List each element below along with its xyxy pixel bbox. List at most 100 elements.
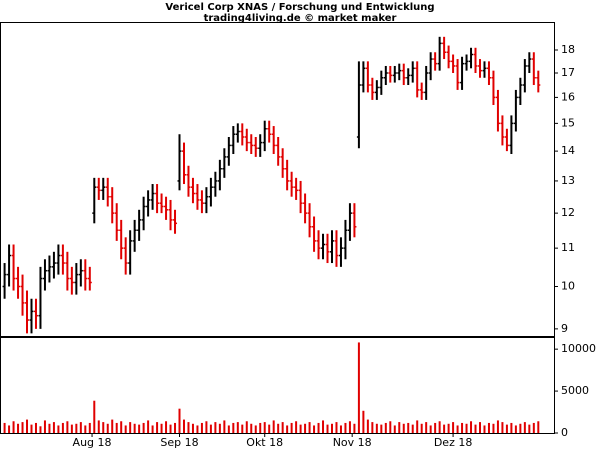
volume-bar <box>532 422 535 433</box>
volume-bar <box>519 423 522 433</box>
volume-bar <box>452 422 455 433</box>
volume-bar <box>295 421 298 433</box>
chart-title: Vericel Corp XNAS / Forschung und Entwic… <box>165 2 434 13</box>
volume-bar <box>411 424 414 433</box>
volume-bar <box>70 424 73 433</box>
volume-bar <box>371 422 374 433</box>
volume-bar <box>366 419 369 433</box>
volume-bar <box>34 422 37 433</box>
volume-bar <box>447 423 450 433</box>
volume-bar <box>344 422 347 433</box>
x-tick-label: Sep 18 <box>160 436 198 449</box>
volume-bar <box>474 424 477 433</box>
y-tick-label: 16 <box>561 90 575 103</box>
volume-bar <box>357 342 360 433</box>
volume-bar <box>133 423 136 433</box>
volume-bar <box>434 422 437 433</box>
volume-bar <box>425 422 428 433</box>
volume-bar <box>147 420 150 433</box>
volume-bar <box>120 421 123 433</box>
volume-bar <box>241 424 244 433</box>
volume-bar <box>322 420 325 433</box>
volume-bar <box>124 425 127 433</box>
volume-bar <box>384 422 387 433</box>
x-tick-label: Dez 18 <box>434 436 473 449</box>
volume-bar <box>375 423 378 433</box>
volume-bar <box>111 419 114 433</box>
volume-bar <box>160 423 163 433</box>
volume-bar <box>514 425 517 433</box>
volume-bar <box>106 423 109 433</box>
x-tick-label: Nov 18 <box>333 436 372 449</box>
volume-bar <box>142 422 145 433</box>
chart-subtitle: trading4living.de © market maker <box>204 13 397 24</box>
volume-bar <box>259 422 262 433</box>
volume-frame <box>0 337 555 434</box>
y-tick-label: 17 <box>561 66 575 79</box>
volume-bar <box>330 423 333 433</box>
volume-bar <box>353 423 356 433</box>
volume-bar <box>209 424 212 433</box>
volume-bar <box>416 420 419 433</box>
volume-bar <box>272 420 275 433</box>
volume-bar <box>102 422 105 433</box>
volume-bar <box>57 425 60 433</box>
volume-bar <box>456 425 459 433</box>
volume-bar <box>236 422 239 433</box>
volume-bar <box>290 422 293 433</box>
volume-bar <box>335 422 338 433</box>
volume-bar <box>214 422 217 433</box>
y-tick-label: 14 <box>561 144 575 157</box>
volume-bar <box>487 422 490 433</box>
volume-bar <box>478 422 481 433</box>
volume-bar <box>26 419 29 433</box>
volume-bar <box>281 422 284 433</box>
y-tick-label: 18 <box>561 43 575 56</box>
volume-bar <box>429 425 432 433</box>
volume-bar <box>510 422 513 433</box>
y-tick-label: 11 <box>561 241 575 254</box>
volume-tick-label: 5000 <box>561 384 589 397</box>
volume-bar <box>8 425 11 433</box>
volume-bar <box>191 423 194 433</box>
volume-bar <box>43 420 46 433</box>
volume-bar <box>326 424 329 433</box>
volume-bar <box>268 424 271 433</box>
volume-bar <box>165 421 168 433</box>
volume-bar <box>178 408 181 433</box>
volume-bar <box>232 422 235 433</box>
volume-bar <box>277 423 280 433</box>
volume-bar <box>465 423 468 433</box>
volume-bar <box>407 422 410 433</box>
price-frame <box>0 22 555 337</box>
volume-bar <box>200 422 203 433</box>
volume-bar <box>169 424 172 433</box>
volume-bar <box>299 424 302 433</box>
volume-bar <box>84 425 87 433</box>
volume-bar <box>156 422 159 433</box>
volume-bar <box>93 400 96 433</box>
x-tick-label: Aug 18 <box>73 436 112 449</box>
volume-bar <box>88 422 91 433</box>
volume-bar <box>250 423 253 433</box>
volume-bar <box>438 421 441 433</box>
y-tick-label: 10 <box>561 279 575 292</box>
volume-bar <box>66 421 69 433</box>
volume-bar <box>501 422 504 433</box>
volume-bar <box>496 420 499 433</box>
volume-bar <box>17 423 20 433</box>
volume-bar <box>30 424 33 433</box>
volume-bar <box>205 421 208 433</box>
volume-bar <box>393 425 396 433</box>
volume-bar <box>537 421 540 433</box>
volume-bar <box>245 421 248 433</box>
volume-tick-label: 10000 <box>561 342 596 355</box>
volume-bar <box>97 420 100 433</box>
volume-bar <box>492 423 495 433</box>
y-tick-label: 12 <box>561 206 575 219</box>
volume-bar <box>138 424 141 433</box>
volume-bar <box>304 423 307 433</box>
volume-bar <box>3 422 6 433</box>
volume-bar <box>196 425 199 433</box>
volume-bar <box>398 422 401 433</box>
